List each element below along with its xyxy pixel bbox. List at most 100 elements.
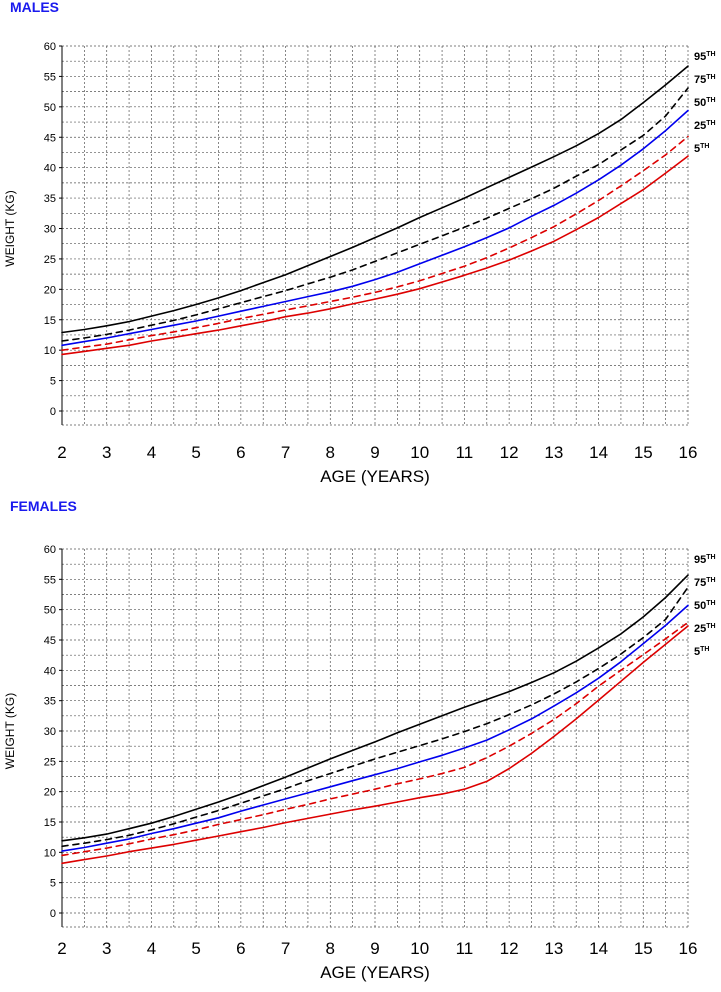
males-y-tick-label: 30 — [44, 224, 56, 236]
females-series — [61, 574, 689, 865]
females-chart-title: FEMALES — [10, 498, 77, 514]
females-y-tick-label: 40 — [44, 665, 56, 677]
males-y-tick-label: 50 — [44, 102, 56, 114]
females-y-tick-label: 55 — [44, 574, 56, 586]
males-series — [61, 65, 689, 356]
males-y-tick-label: 20 — [44, 284, 56, 296]
males-y-tick-label: 25 — [44, 254, 56, 266]
males-grid — [61, 45, 689, 426]
females-percentile-label-p25: 25TH — [694, 623, 716, 635]
females-x-tick-label: 14 — [589, 939, 608, 958]
males-x-tick-label: 4 — [147, 443, 156, 462]
females-y-tick-label: 50 — [44, 605, 56, 617]
males-y-tick-label: 35 — [44, 193, 56, 205]
males-x-tick-label: 12 — [500, 443, 519, 462]
females-percentile-label-p75: 75TH — [694, 577, 716, 589]
males-x-tick-label: 2 — [57, 443, 66, 462]
males-percentile-label-suffix: TH — [706, 120, 715, 127]
females-y-tick-label: 0 — [50, 908, 56, 920]
males-line-p95 — [61, 65, 689, 334]
males-x-tick-label: 16 — [679, 443, 698, 462]
males-y-tick-label: 0 — [50, 406, 56, 418]
females-y-tick-label: 25 — [44, 756, 56, 768]
males-x-tick-label: 3 — [102, 443, 111, 462]
females-x-tick-label: 15 — [634, 939, 653, 958]
males-y-tick-label: 45 — [44, 132, 56, 144]
females-percentile-label-suffix: TH — [700, 646, 709, 653]
males-line-p75 — [61, 87, 689, 342]
females-x-tick-label: 2 — [57, 939, 66, 958]
males-x-tick-label: 9 — [370, 443, 379, 462]
males-percentile-label-suffix: TH — [706, 74, 715, 81]
males-percentile-label-number: 25 — [694, 120, 706, 132]
females-percentile-label-p5: 5TH — [694, 646, 709, 658]
males-x-tick-label: 5 — [191, 443, 200, 462]
females-y-tick-label: 60 — [44, 544, 56, 556]
females-percentile-label-number: 50 — [694, 600, 706, 612]
males-y-tick-label: 10 — [44, 345, 56, 357]
females-percentile-label-p50: 50TH — [694, 600, 716, 612]
females-x-tick-label: 9 — [370, 939, 379, 958]
males-percentile-label-suffix: TH — [706, 51, 715, 58]
females-percentile-label-suffix: TH — [706, 577, 715, 584]
females-x-tick-label: 13 — [544, 939, 563, 958]
males-line-p5 — [61, 155, 689, 356]
females-x-tick-label: 3 — [102, 939, 111, 958]
males-line-p25 — [61, 135, 689, 352]
females-x-tick-label: 10 — [410, 939, 429, 958]
females-line-p95 — [61, 574, 689, 842]
females-percentile-label-number: 25 — [694, 623, 706, 635]
males-y-tick-label: 55 — [44, 71, 56, 83]
females-x-tick-label: 8 — [326, 939, 335, 958]
females-percentile-label-suffix: TH — [706, 600, 715, 607]
males-x-tick-label: 15 — [634, 443, 653, 462]
females-y-tick-label: 15 — [44, 817, 56, 829]
males-percentile-label-number: 5 — [694, 143, 700, 155]
males-percentile-label-number: 95 — [694, 51, 706, 63]
males-y-tick-label: 40 — [44, 163, 56, 175]
females-percentile-label-number: 95 — [694, 554, 706, 566]
males-percentile-label-p50: 50TH — [694, 97, 716, 109]
males-percentile-label-number: 75 — [694, 74, 706, 86]
females-line-p75 — [61, 586, 689, 848]
males-x-tick-label: 10 — [410, 443, 429, 462]
males-y-tick-label: 5 — [50, 376, 56, 388]
females-percentile-label-suffix: TH — [706, 623, 715, 630]
males-chart-title: MALES — [10, 0, 59, 15]
males-x-axis-label: AGE (YEARS) — [320, 467, 430, 486]
females-x-tick-label: 4 — [147, 939, 156, 958]
females-y-tick-label: 5 — [50, 878, 56, 890]
males-x-tick-label: 6 — [236, 443, 245, 462]
females-y-tick-label: 30 — [44, 726, 56, 738]
males-y-tick-label: 60 — [44, 41, 56, 53]
males-y-axis-label: WEIGHT (KG) — [3, 190, 17, 266]
males-x-tick-label: 13 — [544, 443, 563, 462]
females-x-tick-label: 6 — [236, 939, 245, 958]
females-y-axis-label: WEIGHT (KG) — [3, 693, 17, 769]
males-percentile-label-suffix: TH — [700, 143, 709, 150]
males-x-tick-label: 7 — [281, 443, 290, 462]
males-percentile-label-number: 50 — [694, 97, 706, 109]
females-percentile-label-p95: 95TH — [694, 554, 716, 566]
males-percentile-label-p95: 95TH — [694, 51, 716, 63]
females-percentile-label-suffix: TH — [706, 554, 715, 561]
females-line-p25 — [61, 621, 689, 857]
males-percentile-label-suffix: TH — [706, 97, 715, 104]
males-x-tick-label: 8 — [326, 443, 335, 462]
females-y-tick-label: 20 — [44, 787, 56, 799]
females-line-p50 — [61, 604, 689, 852]
females-x-tick-label: 7 — [281, 939, 290, 958]
males-x-tick-label: 11 — [456, 443, 474, 462]
females-x-tick-label: 16 — [679, 939, 698, 958]
females-percentile-label-number: 5 — [694, 646, 700, 658]
males-percentile-label-p5: 5TH — [694, 143, 709, 155]
females-x-tick-label: 12 — [500, 939, 519, 958]
females-x-tick-label: 11 — [456, 939, 474, 958]
males-x-tick-label: 14 — [589, 443, 608, 462]
